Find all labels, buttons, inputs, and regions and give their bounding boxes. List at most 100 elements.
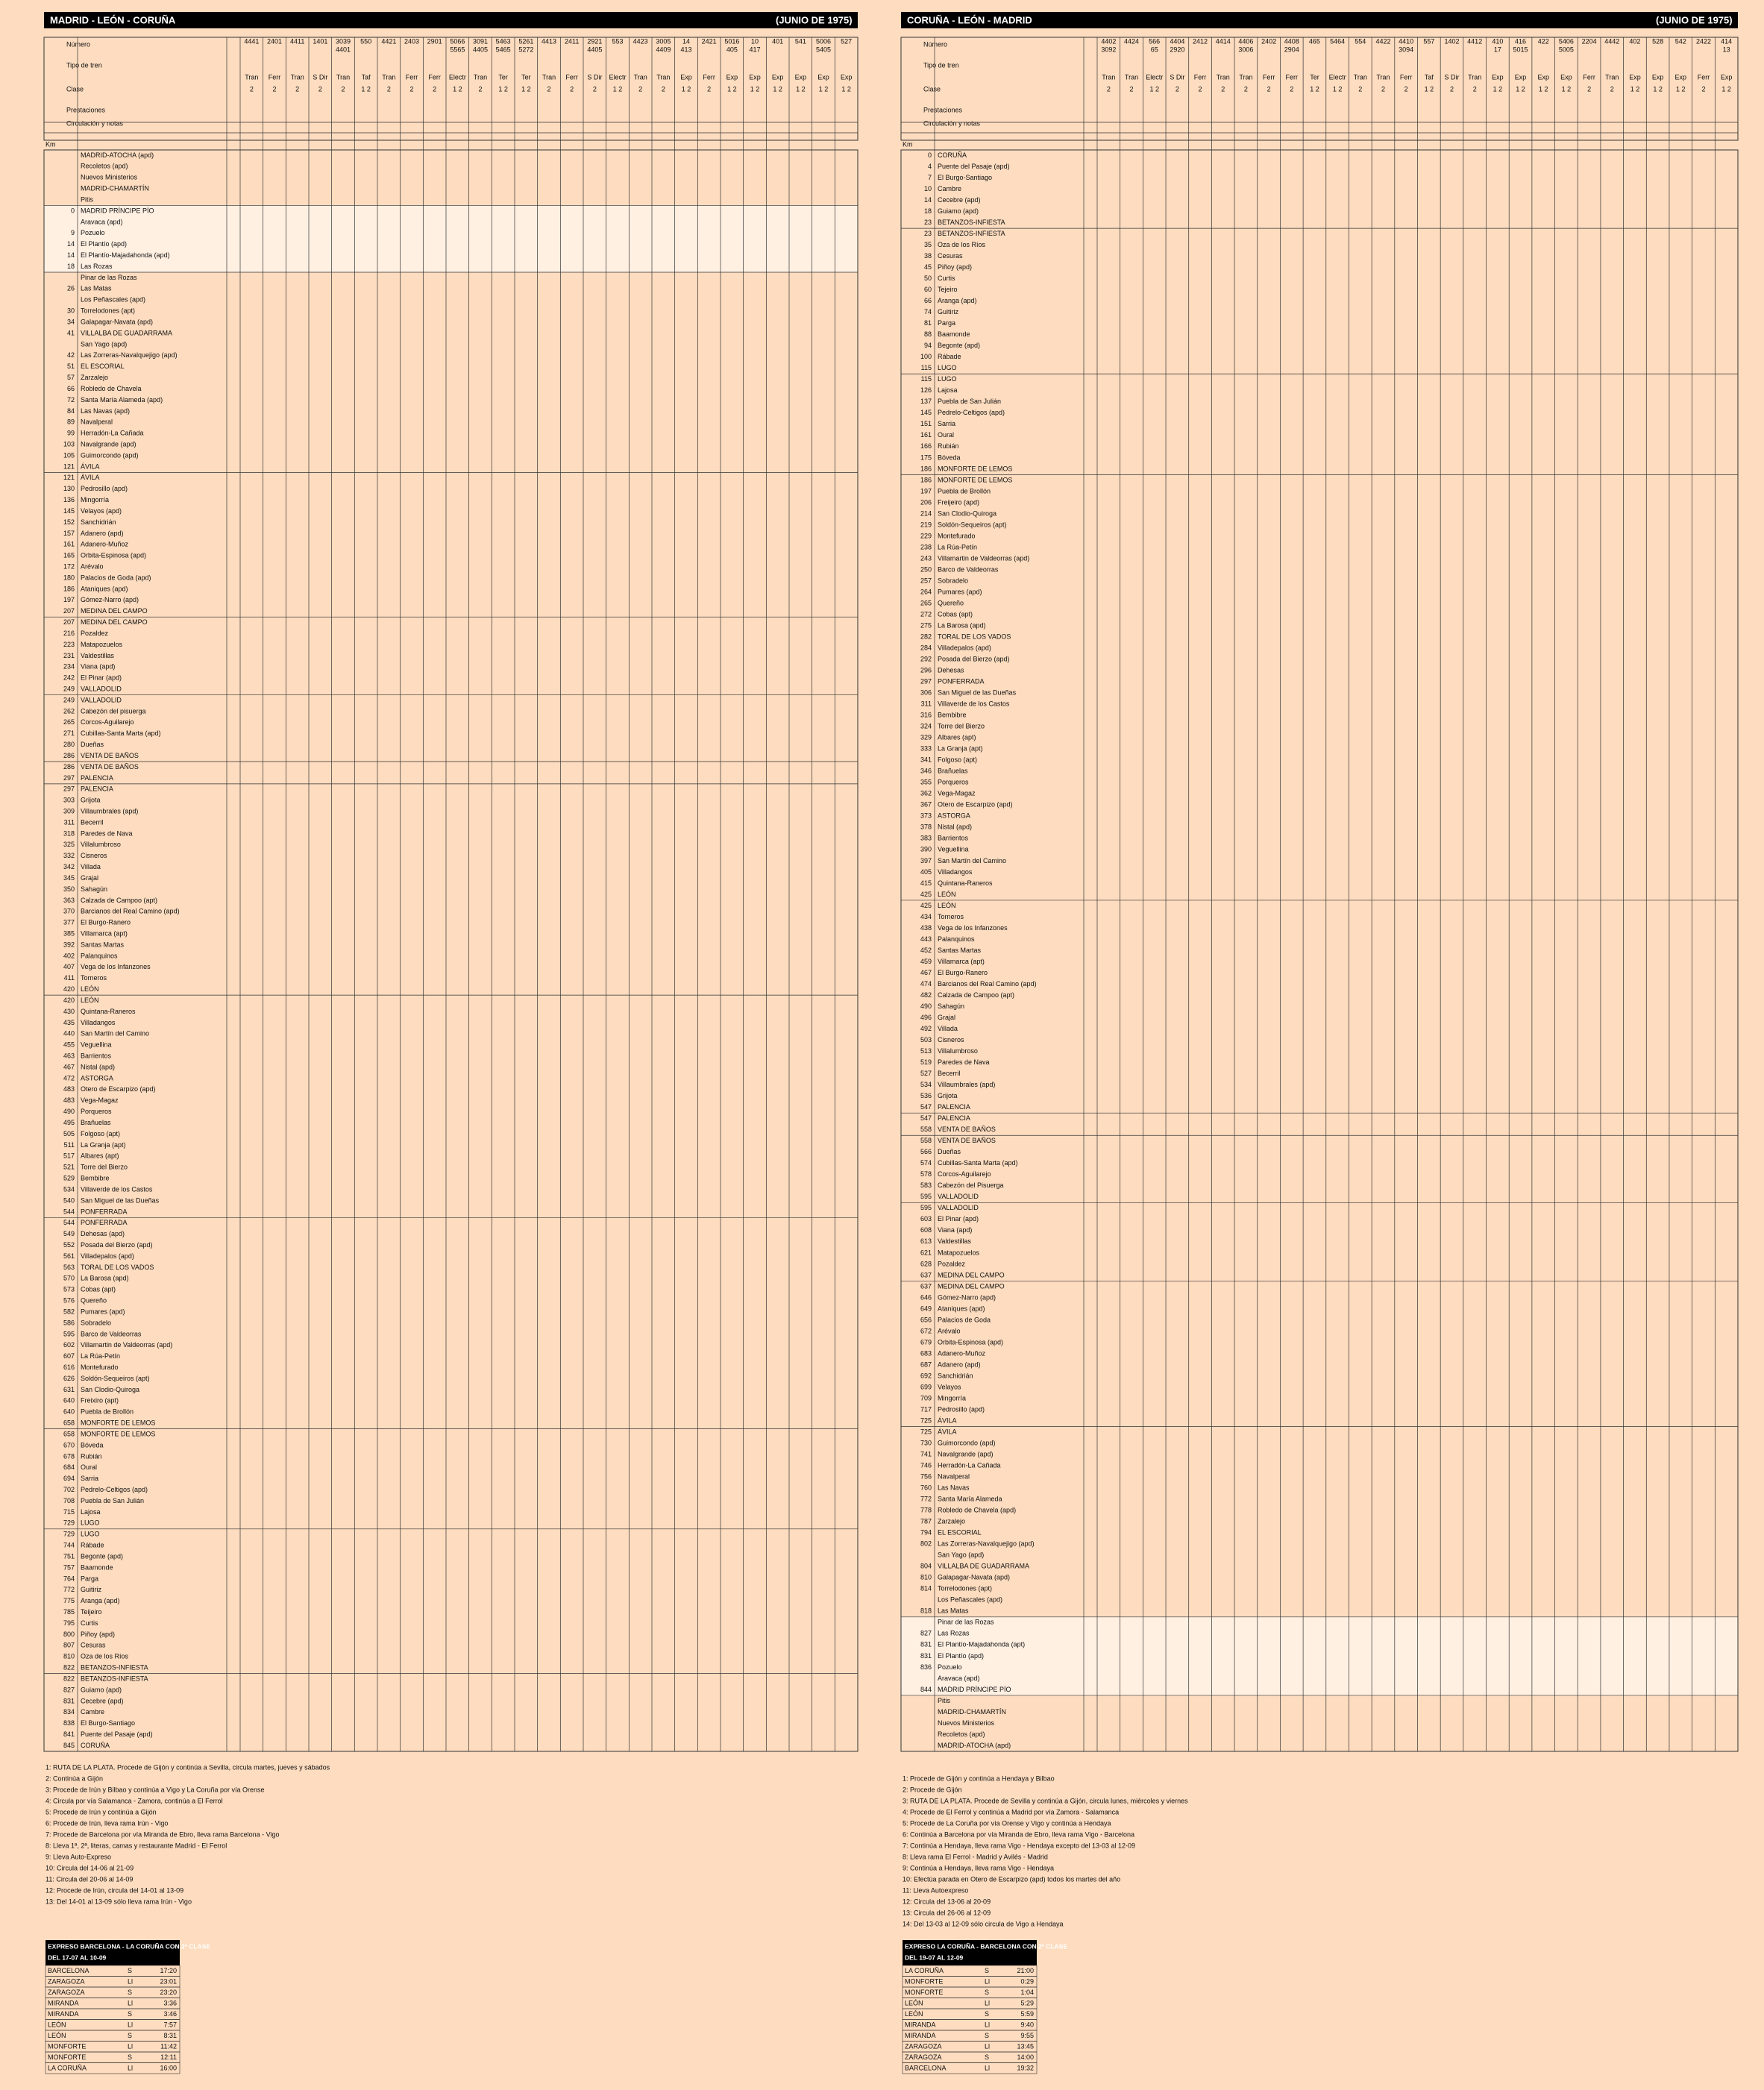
- station: El Burgo-Ranero: [81, 919, 131, 926]
- km: 324: [920, 723, 932, 730]
- km: 51: [67, 363, 75, 370]
- km: 513: [920, 1047, 932, 1055]
- km: 836: [920, 1663, 932, 1671]
- train-number: 566: [1149, 37, 1160, 45]
- box-time: 23:01: [160, 1977, 177, 1985]
- train-number: 405: [726, 45, 738, 53]
- station: Herradón-La Cañada: [938, 1462, 1001, 1469]
- station: MEDINA DEL CAMPO: [938, 1282, 1005, 1290]
- km: 631: [63, 1386, 75, 1393]
- km: 490: [63, 1108, 75, 1115]
- station: Folgoso (apt): [81, 1130, 120, 1137]
- train-class: 2: [1221, 85, 1225, 92]
- km: 729: [63, 1531, 75, 1538]
- station: Bóveda: [81, 1441, 104, 1449]
- station: Santa María Alameda (apd): [81, 396, 163, 404]
- km: 822: [63, 1675, 75, 1682]
- station: Rubián: [938, 442, 959, 450]
- station: Baamonde: [81, 1563, 113, 1571]
- station: Veguellina: [81, 1041, 112, 1049]
- note: 8: Lleva rama El Ferrol - Madrid y Avilé…: [903, 1853, 1048, 1860]
- train-number: 5464: [1330, 37, 1345, 45]
- station: Palanquinos: [938, 935, 975, 943]
- section-highlight: [44, 205, 858, 273]
- station: Villamarca (apt): [81, 930, 128, 938]
- km: 89: [67, 418, 75, 426]
- km: 115: [921, 364, 932, 371]
- km: 547: [920, 1103, 932, 1111]
- station: CORUÑA: [81, 1742, 110, 1749]
- station: Viana (apd): [81, 663, 115, 671]
- station: Ataniques (apd): [938, 1305, 985, 1312]
- km: 725: [920, 1416, 932, 1424]
- station: La Barosa (apd): [81, 1275, 129, 1282]
- km: 411: [64, 974, 75, 982]
- train-type: Tran: [1102, 73, 1115, 81]
- station: PALENCIA: [938, 1103, 970, 1111]
- box-time: 12:11: [160, 2053, 177, 2061]
- km: 165: [63, 552, 75, 559]
- station: MONFORTE DE LEMOS: [81, 1430, 155, 1437]
- km: 687: [920, 1361, 932, 1368]
- km: 552: [63, 1241, 75, 1249]
- km: 316: [920, 712, 932, 719]
- station: Navalgrande (apd): [938, 1451, 994, 1458]
- km: 115: [921, 375, 932, 383]
- box-flag: S: [985, 2032, 989, 2039]
- note: 5: Procede de La Coruña por vía Orense y…: [903, 1819, 1111, 1827]
- km: 744: [63, 1542, 75, 1549]
- box-station: ZARAGOZA: [905, 2053, 942, 2061]
- station: ÁVILA: [81, 474, 100, 481]
- station: EL ESCORIAL: [938, 1529, 982, 1537]
- km: 640: [63, 1397, 75, 1405]
- station: LUGO: [81, 1519, 100, 1527]
- note: 14: Del 13-03 al 12-09 sólo circula de V…: [903, 1920, 1063, 1927]
- station: VALLADOLID: [938, 1193, 979, 1200]
- station: Vega de los Infanzones: [81, 963, 151, 970]
- train-class: 1 2: [613, 85, 623, 92]
- train-number: 4406: [1238, 37, 1253, 45]
- box-flag: S: [985, 1967, 989, 1974]
- station: Barrientos: [81, 1052, 112, 1060]
- box-station: MIRANDA: [905, 2021, 936, 2028]
- km: 757: [63, 1563, 75, 1571]
- note: 13: Del 14-01 al 13-09 sólo lleva rama I…: [45, 1898, 192, 1905]
- train-class: 1 2: [1676, 85, 1686, 92]
- train-type: Ferr: [1583, 73, 1595, 81]
- station: El Pinar (apd): [938, 1215, 979, 1223]
- km: 242: [63, 674, 75, 682]
- km: 385: [63, 930, 75, 938]
- train-class: 1 2: [1333, 85, 1343, 92]
- km: 595: [63, 1330, 75, 1337]
- box-row: [902, 2062, 1038, 2074]
- train-type: Tran: [1217, 73, 1230, 81]
- train-number: 465: [1309, 37, 1320, 45]
- km: 311: [64, 818, 75, 826]
- station: Viana (apd): [938, 1226, 972, 1234]
- station: Begonte (apd): [81, 1552, 123, 1560]
- station: Nistal (apd): [81, 1063, 115, 1070]
- km: 341: [920, 756, 932, 764]
- train-number: 4408: [1284, 37, 1299, 45]
- km: 346: [920, 768, 932, 775]
- km: 166: [920, 442, 932, 450]
- km: 529: [63, 1175, 75, 1182]
- km: 640: [63, 1408, 75, 1416]
- km: 775: [63, 1597, 75, 1604]
- station: Villada: [81, 863, 101, 870]
- station: Zarzalejo: [938, 1518, 965, 1525]
- station: Villadepalos (apd): [81, 1252, 134, 1260]
- station: Dehesas: [938, 667, 964, 674]
- train-number: 2422: [1696, 37, 1711, 45]
- km: 145: [920, 409, 932, 416]
- km: 656: [920, 1316, 932, 1323]
- station: Torrelodones (apt): [938, 1585, 992, 1592]
- station: Las Matas: [938, 1607, 969, 1615]
- km: 834: [63, 1708, 75, 1716]
- train-number: 2403: [404, 37, 419, 45]
- station: Palanquinos: [81, 952, 118, 959]
- km: 145: [63, 507, 75, 515]
- train-number: 5006: [816, 37, 831, 45]
- station: Gómez-Narro (apd): [938, 1293, 996, 1301]
- station: Paredes de Nava: [938, 1058, 990, 1066]
